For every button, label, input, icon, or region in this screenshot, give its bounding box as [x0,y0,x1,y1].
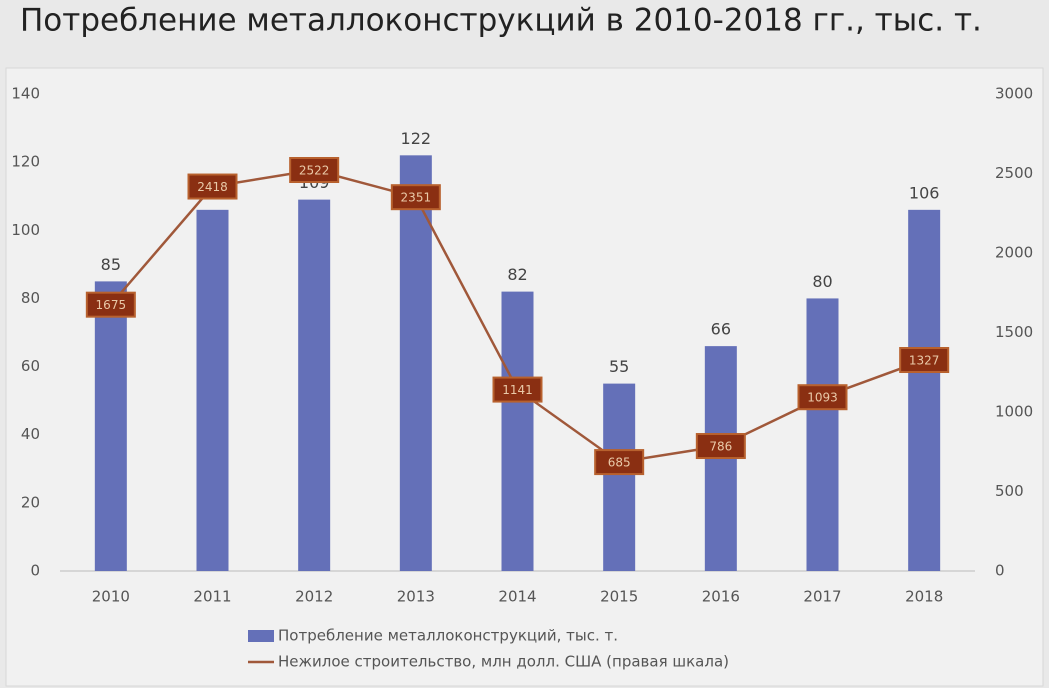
value-label: 122 [401,129,432,148]
y-tick-label: 140 [11,85,40,103]
bar [908,209,941,572]
y-tick-label: 60 [21,357,40,375]
x-tick-label: 2012 [295,588,333,606]
y2-tick-label: 500 [995,482,1024,500]
value-label: 1141 [502,383,533,397]
x-tick-label: 2014 [498,588,536,606]
x-tick-label: 2015 [600,588,638,606]
label-box [594,449,645,476]
value-label: 786 [709,440,732,454]
value-label: 2351 [401,191,432,205]
x-tick-label: 2013 [397,588,435,606]
bar [603,383,636,571]
label-box [695,433,746,460]
value-label: 80 [812,272,832,291]
x-tick-label: 2016 [702,588,740,606]
bar [806,298,839,571]
x-tick-label: 2017 [803,588,841,606]
value-label: 1327 [909,354,940,368]
value-label: 55 [609,357,629,376]
value-label: 1093 [807,391,838,405]
y-tick-label: 40 [21,425,40,443]
y2-tick-label: 2000 [995,244,1033,262]
label-box [187,173,238,200]
value-label: 85 [101,255,121,274]
bar [298,199,331,571]
legend-label: Нежилое строительство, млн долл. США (пр… [278,653,729,671]
label-box [492,376,543,403]
y2-tick-label: 1500 [995,323,1033,341]
value-label: 685 [608,456,631,470]
value-label: 82 [507,265,527,284]
y-tick-label: 120 [11,153,40,171]
value-label: 106 [909,183,940,202]
bar [94,281,127,571]
y2-tick-label: 0 [995,562,1005,580]
y2-tick-label: 3000 [995,85,1033,103]
chart-title: Потребление металлоконструкций в 2010-20… [20,3,982,39]
x-tick-label: 2011 [193,588,231,606]
label-box [85,291,136,318]
x-tick-label: 2018 [905,588,943,606]
value-label: 2418 [197,180,228,194]
legend-swatch [248,630,274,642]
value-label: 66 [711,320,731,339]
bar [501,291,534,571]
bar [196,209,229,572]
y2-tick-label: 2500 [995,164,1033,182]
label-box [797,384,848,411]
y-tick-label: 20 [21,493,40,511]
y-tick-label: 100 [11,221,40,239]
value-label: 2522 [299,164,330,178]
x-tick-label: 2010 [92,588,130,606]
label-box [390,184,441,211]
label-box [899,347,950,374]
y-tick-label: 80 [21,289,40,307]
value-label: 1675 [96,298,127,312]
y2-tick-label: 1000 [995,403,1033,421]
bar [399,155,432,572]
y-tick-label: 0 [30,562,40,580]
label-box [289,157,340,184]
legend-label: Потребление металлоконструкций, тыс. т. [278,627,618,645]
